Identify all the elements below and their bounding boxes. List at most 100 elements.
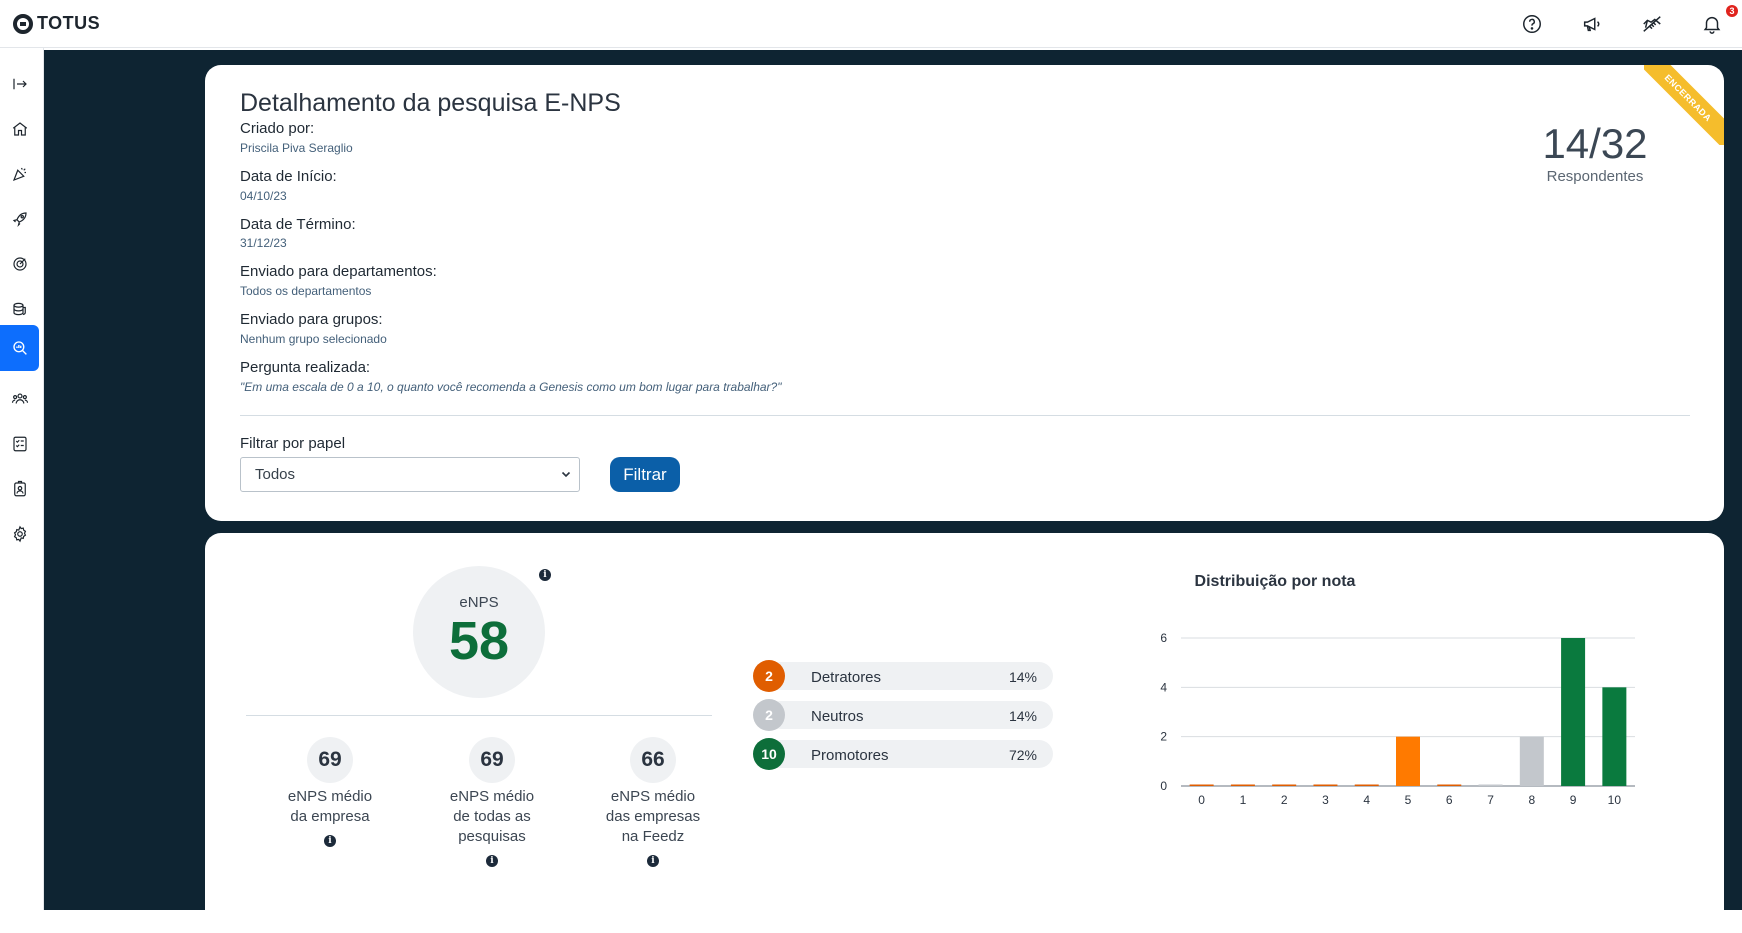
collapse-icon	[12, 78, 27, 90]
chart-y-tick-label: 6	[1160, 631, 1167, 645]
chart-x-tick-label: 6	[1446, 793, 1453, 807]
enps-value: 58	[448, 611, 510, 671]
avg-surveys-info-icon[interactable]: i	[486, 855, 498, 867]
sidebar-item-target[interactable]	[0, 241, 39, 287]
chart-bar	[1437, 784, 1462, 786]
avg-feedz-line: das empresas	[605, 808, 701, 825]
announcements-button[interactable]	[1562, 0, 1622, 48]
sidebar-item-settings[interactable]	[0, 511, 39, 557]
sidebar-item-people[interactable]	[0, 376, 39, 422]
people-icon	[11, 393, 28, 404]
start-date-label: Data de Início:	[240, 168, 337, 185]
avg-feedz-info-icon[interactable]: i	[647, 855, 659, 867]
chart-x-tick-label: 5	[1405, 793, 1412, 807]
avg-company-block: 69 eNPS médio da empresa i	[265, 737, 395, 847]
start-date-value: 04/10/23	[240, 189, 287, 203]
home-icon	[12, 122, 27, 136]
avg-company-value: 69	[307, 737, 353, 783]
handshake-icon	[1643, 16, 1661, 32]
chart-x-tick-label: 4	[1363, 793, 1370, 807]
avg-surveys-value: 69	[469, 737, 515, 783]
category-count: 2	[753, 699, 785, 731]
sidebar-item-celebration[interactable]	[0, 151, 39, 197]
chart-y-tick-label: 0	[1160, 779, 1167, 793]
avg-surveys-line: de todas as	[453, 808, 531, 825]
avg-company-text: eNPS médio da empresa	[265, 787, 395, 827]
page-title: Detalhamento da pesquisa E-NPS	[240, 89, 621, 117]
chart-title: Distribuição por nota	[1194, 573, 1356, 590]
target-icon	[12, 257, 27, 271]
avg-surveys-text: eNPS médio de todas as pesquisas	[427, 787, 557, 847]
groups-value: Nenhum grupo selecionado	[240, 332, 387, 346]
chart-bar	[1230, 784, 1255, 786]
category-percent: 14%	[1008, 708, 1037, 724]
avg-surveys-line: pesquisas	[458, 828, 526, 845]
partnership-button[interactable]	[1622, 0, 1682, 48]
sidebar-item-home[interactable]	[0, 106, 39, 152]
totus-logo[interactable]: TOTUS	[13, 13, 100, 34]
brand-name: TOTUS	[37, 13, 101, 33]
departments-label: Enviado para departamentos:	[240, 263, 437, 280]
enps-label: eNPS	[459, 594, 499, 611]
checklist-icon	[12, 436, 27, 452]
sidebar-item-collapse[interactable]	[0, 61, 39, 107]
enps-divider	[246, 715, 712, 716]
chart-x-tick-label: 8	[1528, 793, 1535, 807]
question-value: "Em uma escala de 0 a 10, o quanto você …	[240, 380, 782, 394]
sidebar-item-coins[interactable]	[0, 286, 39, 332]
badge-icon	[13, 480, 26, 497]
help-icon	[1523, 15, 1541, 33]
category-count: 10	[753, 738, 785, 770]
bell-icon	[1703, 16, 1721, 34]
header-actions: 3	[1502, 0, 1742, 48]
notifications-button[interactable]: 3	[1682, 0, 1742, 48]
help-button[interactable]	[1502, 0, 1562, 48]
role-filter-selected: Todos	[255, 466, 296, 483]
category-name: Detratores	[811, 669, 882, 686]
avg-company-line: eNPS médio	[287, 788, 373, 805]
chart-bar	[1561, 638, 1586, 786]
category-name: Promotores	[811, 747, 889, 764]
rocket-icon	[12, 212, 27, 227]
sidebar	[0, 48, 44, 910]
megaphone-icon	[1583, 17, 1600, 32]
end-date-label: Data de Término:	[240, 216, 356, 233]
chart-bar	[1602, 687, 1627, 786]
avg-feedz-block: 66 eNPS médio das empresas na Feedz i	[588, 737, 718, 867]
groups-label: Enviado para grupos:	[240, 311, 383, 328]
chevron-down-icon	[561, 471, 571, 478]
sidebar-item-rocket[interactable]	[0, 196, 39, 242]
chart-y-tick-label: 2	[1160, 730, 1167, 744]
notifications-badge: 3	[1726, 5, 1738, 17]
chart-x-tick-label: 9	[1570, 793, 1577, 807]
role-filter-label: Filtrar por papel	[240, 435, 346, 452]
score-distribution-chart: 0 2 4 6 0 1 2 3 4 5 6 7 8 9 10	[1160, 631, 1635, 807]
gear-icon	[13, 525, 26, 543]
category-promoters: 10 Promotores 72%	[753, 738, 1053, 770]
enps-info-icon[interactable]: i	[539, 569, 551, 581]
chart-x-tick-label: 3	[1322, 793, 1329, 807]
avg-surveys-line: eNPS médio	[449, 788, 535, 805]
celebration-icon	[12, 167, 26, 182]
role-filter-select[interactable]: Todos	[240, 457, 580, 492]
avg-company-info-icon[interactable]: i	[324, 835, 336, 847]
enps-score-circle: eNPS 58	[413, 566, 545, 698]
filter-button[interactable]: Filtrar	[610, 457, 680, 492]
sidebar-item-surveys[interactable]	[0, 325, 39, 371]
sidebar-item-checklist[interactable]	[0, 421, 39, 467]
chart-x-tick-label: 10	[1608, 793, 1622, 807]
coins-icon	[12, 302, 26, 316]
created-by-value: Priscila Piva Seraglio	[240, 141, 353, 155]
category-pill	[767, 701, 1053, 729]
chart-bar	[1189, 784, 1214, 786]
category-neutrals: 2 Neutros 14%	[753, 699, 1053, 731]
chart-bar	[1396, 736, 1420, 786]
sidebar-item-badge[interactable]	[0, 466, 39, 512]
results-card: eNPS 58 i 69 eNPS médio da empresa i 69 …	[205, 533, 1724, 933]
created-by-label: Criado por:	[240, 120, 315, 137]
chart-x-tick-label: 1	[1240, 793, 1247, 807]
chart-bar	[1354, 784, 1379, 786]
top-bar: TOTUS 3	[0, 0, 1742, 48]
respondents-count: 14/32	[1542, 120, 1648, 167]
main-content: ENCERRADA Detalhamento da pesquisa E-NPS…	[44, 50, 1742, 933]
